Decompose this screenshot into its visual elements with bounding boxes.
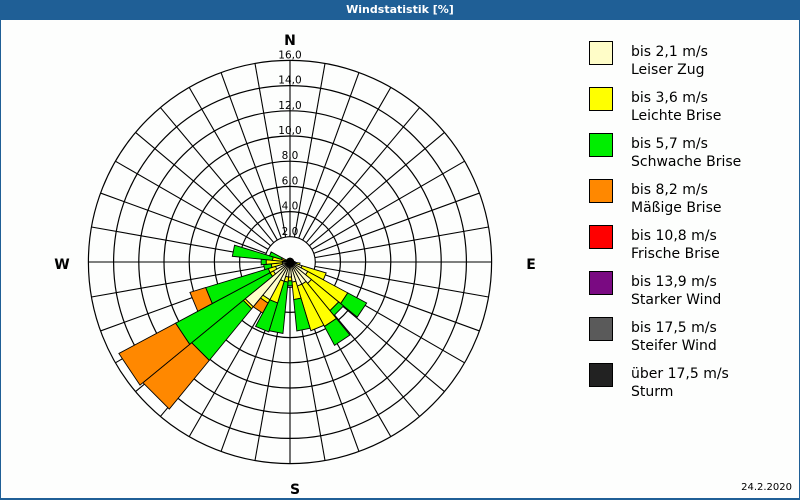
compass-label: S <box>290 482 300 498</box>
grid-spoke <box>254 63 287 238</box>
radial-tick-label: 16,0 <box>278 49 301 61</box>
grid-spoke <box>115 160 269 250</box>
grid-spoke <box>314 265 489 298</box>
legend-swatch <box>589 271 613 295</box>
legend-range: über 17,5 m/s <box>631 366 729 382</box>
legend-swatch <box>589 133 613 157</box>
grid-spoke <box>314 226 489 259</box>
center-hub <box>287 259 293 265</box>
legend-name: Leiser Zug <box>631 62 705 78</box>
grid-spoke <box>313 270 480 332</box>
grid-spoke <box>313 192 480 254</box>
legend-name: Frische Brise <box>631 246 720 262</box>
wind-bar-segment <box>340 292 368 318</box>
radial-tick-label: 10,0 <box>278 125 301 137</box>
compass-label: N <box>284 33 296 49</box>
legend-name: Leichte Brise <box>631 108 722 124</box>
grid-spoke <box>135 131 272 247</box>
legend-range: bis 10,8 m/s <box>631 228 717 244</box>
date-label: 24.2.2020 <box>741 482 792 493</box>
grid-spoke <box>188 87 278 241</box>
wind-bar-segment <box>296 283 325 332</box>
wind-bar-segment <box>323 317 351 346</box>
radial-tick-label: 8,0 <box>282 150 299 162</box>
legend-range: bis 17,5 m/s <box>631 320 717 336</box>
wind-bar-segment <box>268 251 283 260</box>
legend-swatch <box>589 87 613 111</box>
legend-swatch <box>589 317 613 341</box>
grid-spoke <box>91 265 266 298</box>
grid-spoke <box>311 160 465 250</box>
legend-label: über 17,5 m/s Sturm <box>631 365 729 401</box>
legend-range: bis 5,7 m/s <box>631 136 708 152</box>
window-title: Windstatistik [%] <box>0 0 800 20</box>
legend-name: Steifer Wind <box>631 338 717 354</box>
legend-range: bis 8,2 m/s <box>631 182 708 198</box>
legend-swatch <box>589 41 613 65</box>
legend-label: bis 10,8 m/s Frische Brise <box>631 227 720 263</box>
legend-label: bis 8,2 m/s Mäßige Brise <box>631 181 721 217</box>
grid-spoke <box>159 107 275 244</box>
wind-bar-segment <box>118 322 191 386</box>
radial-tick-label: 12,0 <box>278 100 301 112</box>
legend-label: bis 2,1 m/s Leiser Zug <box>631 43 708 79</box>
radial-tick-label: 4,0 <box>282 201 299 213</box>
legend-swatch <box>589 225 613 249</box>
bottom-border <box>0 498 800 500</box>
grid-spoke <box>308 131 445 247</box>
legend-name: Schwache Brise <box>631 154 742 170</box>
grid-spoke <box>100 192 267 254</box>
wind-bar-segment <box>189 287 213 312</box>
legend-range: bis 13,9 m/s <box>631 274 717 290</box>
legend-label: bis 13,9 m/s Starker Wind <box>631 273 721 309</box>
compass-label: E <box>526 257 536 273</box>
legend-range: bis 2,1 m/s <box>631 44 708 60</box>
radial-tick-label: 2,0 <box>282 226 299 238</box>
radial-tick-label: 14,0 <box>278 75 301 87</box>
grid-spoke <box>302 87 392 241</box>
legend-name: Starker Wind <box>631 292 722 308</box>
grid-spoke <box>305 107 421 244</box>
legend-label: bis 17,5 m/s Steifer Wind <box>631 319 717 355</box>
legend-name: Mäßige Brise <box>631 200 722 216</box>
wind-bar-segment <box>254 299 279 333</box>
legend-swatch <box>589 179 613 203</box>
legend-name: Sturm <box>631 384 674 400</box>
grid-spoke <box>220 72 282 239</box>
wind-bar-segment <box>293 297 311 332</box>
grid-spoke <box>293 63 326 238</box>
legend-range: bis 3,6 m/s <box>631 90 708 106</box>
legend-label: bis 5,7 m/s Schwache Brise <box>631 135 741 171</box>
wind-bar-segment <box>231 244 274 261</box>
wind-rose-chart: 2,0 4,0 6,0 8,0 10,0 12,0 14,0 16,0N S W E <box>54 33 536 498</box>
legend-label: bis 3,6 m/s Leichte Brise <box>631 89 721 125</box>
radial-tick-label: 6,0 <box>282 175 299 187</box>
grid-spoke <box>298 72 360 239</box>
compass-label: W <box>54 257 69 273</box>
legend-swatch <box>589 363 613 387</box>
